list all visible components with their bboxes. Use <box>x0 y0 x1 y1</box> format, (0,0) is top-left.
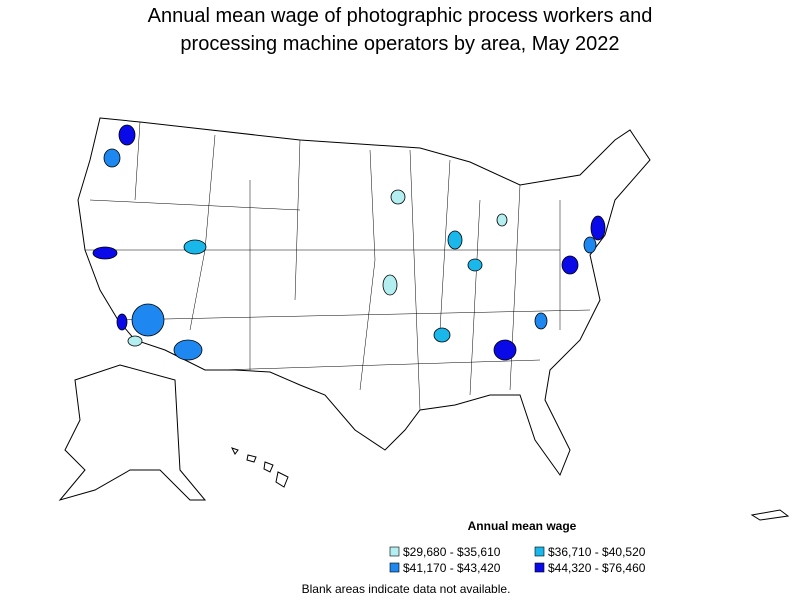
area <box>534 312 548 330</box>
area <box>127 335 143 347</box>
area <box>496 213 508 227</box>
area <box>447 230 463 250</box>
area <box>433 327 451 343</box>
legend-swatch <box>389 546 400 557</box>
hawaii <box>231 447 289 488</box>
area <box>390 189 406 205</box>
area <box>583 236 597 254</box>
area <box>92 246 118 260</box>
title-line: processing machine operators by area, Ma… <box>180 33 619 55</box>
puerto-rico <box>750 509 790 521</box>
area <box>103 148 121 168</box>
legend-label: $41,170 - $43,420 <box>403 561 501 575</box>
area <box>183 239 207 255</box>
legend-title: Annual mean wage <box>468 519 577 533</box>
legend-label: $36,710 - $40,520 <box>548 545 646 559</box>
legend-swatch <box>534 562 545 573</box>
area <box>382 274 398 296</box>
area <box>590 215 606 241</box>
legend-swatch <box>389 562 400 573</box>
continental-us <box>77 117 651 477</box>
area <box>467 258 483 272</box>
legend: $29,680 - $35,610 $36,710 - $40,520 $41,17… <box>389 545 646 575</box>
legend-label: $29,680 - $35,610 <box>403 545 501 559</box>
us-map <box>58 117 790 521</box>
area <box>116 313 128 331</box>
legend-label: $44,320 - $76,460 <box>548 561 646 575</box>
title-line: Annual mean wage of photographic process… <box>148 5 653 27</box>
area <box>493 339 517 361</box>
note: Blank areas indicate data not available. <box>302 582 511 596</box>
area <box>118 124 136 146</box>
area <box>561 255 579 275</box>
alaska <box>58 364 207 501</box>
colored-areas <box>92 124 606 361</box>
legend-swatch <box>534 546 545 557</box>
area <box>173 339 203 361</box>
area <box>131 303 165 337</box>
